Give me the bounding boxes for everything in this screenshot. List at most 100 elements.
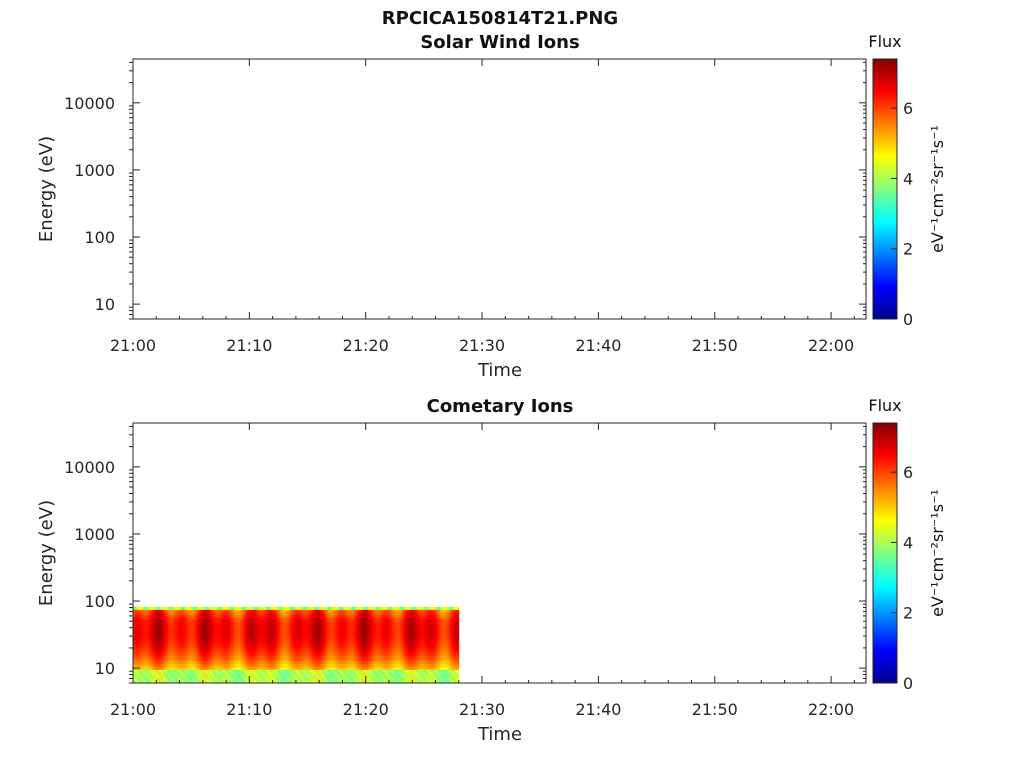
heatmap-cell	[160, 625, 164, 629]
heatmap-cell	[205, 669, 208, 673]
heatmap-cell	[242, 631, 246, 635]
heatmap-cell	[207, 631, 211, 635]
heatmap-cell	[205, 612, 208, 616]
heatmap-cell	[409, 636, 413, 640]
heatmap-cell	[149, 650, 153, 654]
heatmap-cell	[365, 669, 369, 673]
heatmap-cell	[307, 609, 311, 613]
heatmap-cell	[254, 631, 257, 635]
heatmap-cell	[456, 609, 460, 613]
heatmap-cell	[402, 653, 406, 657]
heatmap-cell	[226, 661, 229, 665]
heatmap-cell	[133, 661, 136, 665]
heatmap-cell	[151, 628, 155, 632]
heatmap-cell	[377, 642, 381, 646]
heatmap-cell	[181, 620, 185, 624]
heatmap-cell	[440, 631, 443, 635]
heatmap-cell	[391, 609, 395, 613]
heatmap-cell	[312, 631, 315, 635]
heatmap-cell	[235, 639, 239, 643]
heatmap-cell	[191, 647, 194, 651]
heatmap-cell	[323, 617, 327, 621]
heatmap-cell	[135, 650, 139, 654]
heatmap-cell	[407, 606, 411, 610]
heatmap-cell	[263, 612, 267, 616]
heatmap-cell	[293, 634, 297, 638]
heatmap-cell	[214, 642, 218, 646]
heatmap-cell	[170, 634, 173, 638]
heatmap-cell	[419, 669, 422, 673]
heatmap-cell	[302, 634, 306, 638]
heatmap-cell	[193, 639, 197, 643]
heatmap-cell	[240, 647, 243, 651]
heatmap-cell	[368, 617, 371, 621]
heatmap-cell	[421, 677, 425, 681]
heatmap-cell	[347, 606, 350, 610]
heatmap-cell	[330, 677, 334, 681]
heatmap-cell	[160, 636, 164, 640]
heatmap-cell	[295, 609, 299, 613]
heatmap-cell	[437, 666, 441, 670]
heatmap-cell	[363, 666, 367, 670]
heatmap-cell	[272, 658, 276, 662]
heatmap-cell	[447, 634, 450, 638]
heatmap-cell	[188, 639, 192, 643]
heatmap-cell	[165, 644, 169, 649]
heatmap-cell	[388, 617, 392, 621]
heatmap-cell	[368, 642, 371, 646]
heatmap-cell	[402, 666, 406, 670]
heatmap-cell	[295, 677, 299, 681]
heatmap-cell	[312, 623, 315, 627]
heatmap-cell	[323, 658, 327, 662]
heatmap-cell	[212, 653, 215, 657]
heatmap-cell	[288, 636, 292, 640]
heatmap-cell	[160, 666, 164, 670]
heatmap-cell	[177, 620, 180, 624]
heatmap-cell	[251, 647, 255, 651]
heatmap-cell	[233, 612, 236, 616]
heatmap-cell	[305, 672, 308, 676]
heatmap-cell	[295, 620, 299, 624]
heatmap-cell	[414, 625, 418, 629]
heatmap-cell	[388, 612, 392, 616]
heatmap-cell	[435, 609, 439, 613]
heatmap-cell	[335, 631, 339, 635]
heatmap-cell	[444, 617, 448, 621]
heatmap-cell	[363, 647, 367, 651]
heatmap-cell	[326, 636, 329, 640]
heatmap-cell	[421, 631, 425, 635]
heatmap-cell	[426, 631, 429, 635]
heatmap-cell	[319, 661, 322, 665]
heatmap-cell	[279, 677, 283, 681]
heatmap-cell	[414, 631, 418, 635]
heatmap-cell	[368, 644, 371, 649]
heatmap-cell	[258, 642, 262, 646]
heatmap-cell	[454, 614, 457, 619]
heatmap-cell	[330, 617, 334, 621]
heatmap-cell	[230, 655, 234, 659]
heatmap-cell	[426, 620, 429, 624]
heatmap-cell	[291, 631, 294, 635]
heatmap-cell	[274, 620, 278, 624]
heatmap-cell	[386, 625, 390, 629]
heatmap-cell	[447, 650, 450, 654]
heatmap-cell	[240, 642, 243, 646]
heatmap-cell	[244, 636, 248, 640]
heatmap-cell	[165, 634, 169, 638]
heatmap-cell	[142, 631, 146, 635]
heatmap-cell	[391, 661, 395, 665]
heatmap-cell	[139, 644, 143, 649]
heatmap-cell	[198, 609, 201, 613]
heatmap-cell	[263, 663, 267, 668]
heatmap-cell	[388, 644, 392, 649]
heatmap-cell	[333, 672, 336, 676]
heatmap-cell	[144, 642, 148, 646]
heatmap-cell	[284, 625, 287, 629]
heatmap-cell	[279, 617, 283, 621]
heatmap-cell	[270, 609, 274, 613]
heatmap-cell	[326, 655, 329, 659]
heatmap-cell	[414, 647, 418, 651]
heatmap-cell	[277, 677, 280, 681]
heatmap-cell	[151, 650, 155, 654]
heatmap-cell	[409, 663, 413, 668]
